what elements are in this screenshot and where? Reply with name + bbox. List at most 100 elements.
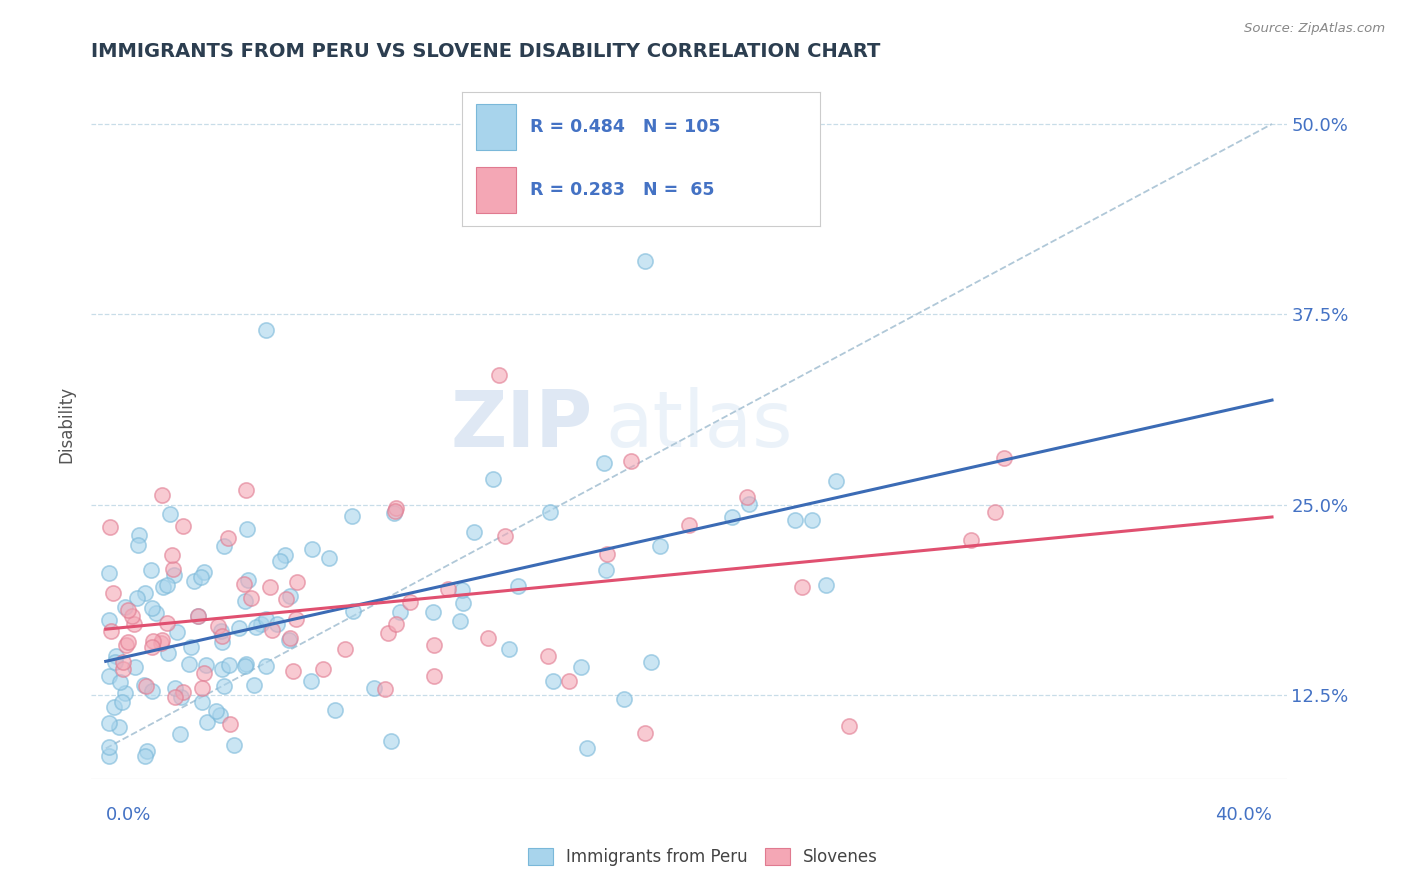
Point xyxy=(209,624,232,638)
Point xyxy=(134,678,156,692)
Point xyxy=(596,547,619,561)
Point xyxy=(281,664,304,678)
Point xyxy=(205,704,228,718)
Point xyxy=(254,659,277,673)
Point xyxy=(463,525,485,540)
Point xyxy=(278,632,301,646)
Point xyxy=(541,674,564,689)
Point xyxy=(124,660,146,674)
Point xyxy=(117,603,139,617)
Point xyxy=(374,681,396,696)
Point xyxy=(104,648,127,663)
Point xyxy=(285,612,308,626)
Point xyxy=(141,563,163,577)
Point xyxy=(141,640,163,655)
Point xyxy=(211,662,233,676)
Point xyxy=(149,636,172,650)
Point xyxy=(790,580,813,594)
Point xyxy=(159,507,181,521)
Point xyxy=(838,718,860,732)
Point xyxy=(960,533,983,548)
Point xyxy=(569,660,592,674)
Point xyxy=(287,575,309,590)
Point xyxy=(477,631,499,645)
Point xyxy=(125,591,148,605)
Point xyxy=(449,614,471,628)
Point xyxy=(217,531,239,545)
Point xyxy=(162,562,184,576)
Point xyxy=(385,616,408,631)
Point xyxy=(165,690,187,704)
Point xyxy=(135,680,157,694)
Point xyxy=(538,505,561,519)
Point xyxy=(163,681,186,696)
Point xyxy=(592,456,614,470)
Text: 0.0%: 0.0% xyxy=(105,806,150,824)
Point xyxy=(482,472,505,486)
Point xyxy=(191,681,214,695)
Point xyxy=(249,616,271,631)
Point xyxy=(214,680,236,694)
Point xyxy=(141,684,163,698)
Point xyxy=(127,537,149,551)
Point xyxy=(437,582,460,596)
Point xyxy=(558,673,581,688)
Point xyxy=(222,738,245,752)
Point xyxy=(193,566,215,580)
Point xyxy=(595,563,617,577)
Point xyxy=(187,609,209,624)
Point xyxy=(194,658,217,673)
Point xyxy=(218,658,240,673)
Point xyxy=(110,675,132,690)
Point xyxy=(323,702,346,716)
Point xyxy=(299,674,322,689)
Point xyxy=(259,581,281,595)
Point xyxy=(163,568,186,582)
Point xyxy=(212,539,235,553)
Point xyxy=(984,505,1007,519)
Point xyxy=(134,749,156,764)
Point xyxy=(498,642,520,657)
Point xyxy=(634,254,657,268)
Point xyxy=(128,528,150,542)
Point xyxy=(104,655,127,669)
Point xyxy=(377,626,399,640)
Text: 40.0%: 40.0% xyxy=(1215,806,1272,824)
Point xyxy=(814,577,837,591)
Point xyxy=(209,708,232,723)
Point xyxy=(340,509,363,524)
Point xyxy=(384,504,406,518)
Point xyxy=(114,686,136,700)
Point xyxy=(211,635,233,649)
Point xyxy=(233,594,256,608)
Point xyxy=(156,616,179,631)
Point xyxy=(648,539,671,553)
Point xyxy=(111,695,134,709)
Point xyxy=(269,554,291,568)
Point xyxy=(100,624,122,638)
Point xyxy=(993,450,1015,465)
Point xyxy=(135,744,157,758)
Point xyxy=(254,322,277,336)
Point xyxy=(242,677,264,691)
Point xyxy=(111,655,134,669)
Point xyxy=(508,579,530,593)
Text: Source: ZipAtlas.com: Source: ZipAtlas.com xyxy=(1244,22,1385,36)
Point xyxy=(721,186,744,200)
Point xyxy=(195,714,218,729)
Point xyxy=(273,548,295,562)
Point xyxy=(114,600,136,615)
Point xyxy=(101,586,124,600)
Point xyxy=(235,657,257,672)
Point xyxy=(97,740,120,755)
Point xyxy=(97,715,120,730)
Point xyxy=(111,662,134,676)
Y-axis label: Disability: Disability xyxy=(58,386,75,463)
Point xyxy=(190,570,212,584)
Point xyxy=(333,641,356,656)
Point xyxy=(423,638,446,652)
Point xyxy=(141,601,163,615)
Point xyxy=(156,578,179,592)
Point xyxy=(278,632,301,647)
Point xyxy=(274,592,297,607)
